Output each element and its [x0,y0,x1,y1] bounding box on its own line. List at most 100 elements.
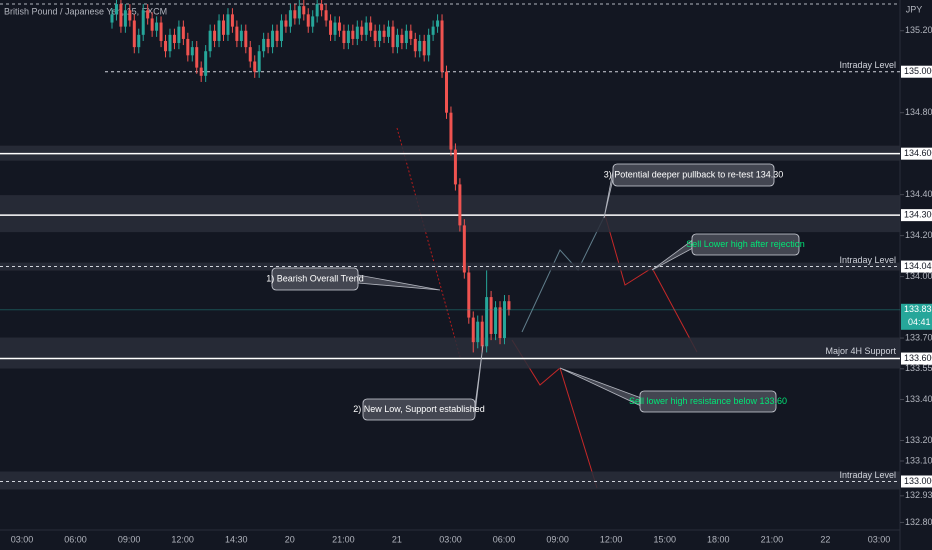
candle-body [110,14,114,23]
candle-body [324,10,328,21]
y-tick-label: 133.700 [905,332,932,342]
candle-body [507,301,511,310]
level-price-label: 133.000 [904,476,932,486]
x-tick-label: 03:00 [868,534,891,544]
candle-body [114,4,118,15]
level-price-box [901,65,932,78]
candle-body [346,30,350,44]
currency-label: JPY [906,4,923,14]
trend-line [396,127,461,358]
callout-text: Sell Lower high after rejection [686,239,805,249]
y-tick-label: 133.100 [905,455,932,465]
level-price-box [901,209,932,222]
level-price-box [901,147,932,160]
candle-body [422,40,426,56]
x-tick-label: 21:00 [332,534,355,544]
candle-body [288,10,292,27]
callout-box [612,163,775,187]
candle-body [159,22,163,41]
candle-body [186,38,190,56]
candle-body [427,34,431,56]
candle-body [409,30,413,39]
candle-body [262,38,266,52]
last-price-label: 133.838 [904,304,932,314]
candle-body [168,34,172,52]
x-tick-label: 12:00 [171,534,194,544]
callout-box [271,267,359,291]
candle-body [141,10,145,35]
level-price-box [901,352,932,365]
level-text: Intraday Level [839,255,896,265]
candle-body [453,149,457,185]
candle-body [253,61,257,72]
candle-body [306,14,310,27]
callout-box [691,233,800,256]
x-tick-label: 21:00 [761,534,784,544]
candle-body [217,20,221,41]
countdown-label: 04:41 [908,317,931,327]
x-tick-label: 09:00 [118,534,141,544]
candle-body [413,38,417,52]
candle-body [302,6,306,15]
level-price-label: 135.000 [904,66,932,76]
y-tick-label: 133.550 [905,363,932,373]
callout-text: 1) Bearish Overall Trend [266,273,364,283]
level-zone [0,471,900,490]
candle-body [329,20,333,35]
candle-body [293,10,297,19]
level-price-label: 134.600 [904,148,932,158]
callout-text: 3) Potential deeper pullback to re-test … [604,169,784,179]
candle-body [119,4,123,27]
candle-body [494,307,498,334]
candle-body [400,34,404,44]
candle-body [213,30,217,41]
candle-body [123,10,127,27]
candle-body [436,20,440,27]
candle-body [342,30,346,44]
y-tick-label: 134.200 [905,230,932,240]
candle-body [480,321,484,347]
y-tick-label: 133.200 [905,435,932,445]
y-tick-label: 132.800 [905,517,932,527]
projection-path [604,214,698,353]
candle-body [315,4,319,17]
candle-body [391,26,395,48]
candle-body [320,4,324,11]
candle-body [458,184,462,226]
y-tick-label: 134.800 [905,107,932,117]
candle-body [378,30,382,41]
candle-body [364,22,368,35]
candle-body [248,47,252,62]
candle-body [355,26,359,39]
x-tick-label: 06:00 [64,534,87,544]
projection-path [521,214,606,333]
x-tick-label: 06:00 [493,534,516,544]
candle-body [498,307,502,339]
callout-box [639,390,777,413]
level-price-label: 134.049 [904,261,932,271]
x-tick-label: 03:00 [439,534,462,544]
candle-body [226,14,230,35]
y-tick-label: 133.400 [905,394,932,404]
candle-body [485,297,489,347]
candle-body [373,30,377,41]
candle-body [360,26,364,35]
candle-body [449,112,453,150]
candle-body [177,26,181,44]
callout-text: 2) New Low, Support established [353,404,485,414]
candle-body [137,34,141,48]
y-tick-label: 132.930 [905,490,932,500]
candle-body [462,225,466,273]
candle-body [333,22,337,35]
candle-body [150,18,154,31]
level-price-label: 133.600 [904,353,932,363]
candle-body [311,16,315,27]
level-text: Intraday Level [839,470,896,480]
x-tick-label: 12:00 [600,534,623,544]
candle-body [222,20,225,35]
x-tick-label: 18:00 [707,534,730,544]
candle-body [369,22,373,31]
candle-body [208,30,212,52]
x-tick-label: 22 [820,534,830,544]
candle-body [467,272,471,318]
